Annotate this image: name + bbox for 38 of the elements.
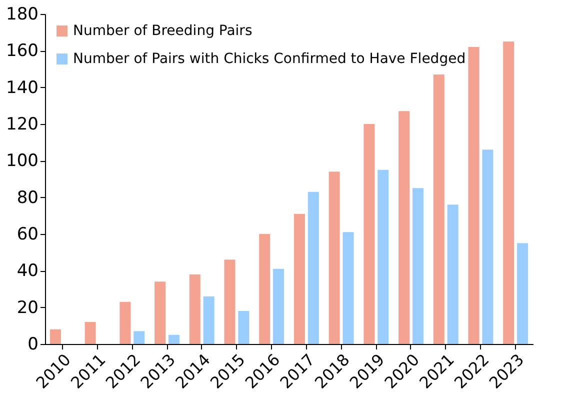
bar	[84, 322, 96, 344]
bar	[154, 282, 166, 344]
legend-label: Number of Pairs with Chicks Confirmed to Have Fledged	[73, 51, 466, 67]
bar	[364, 124, 375, 344]
bar	[203, 296, 214, 344]
y-tick-label: 20	[16, 298, 38, 318]
bar	[168, 334, 180, 344]
y-tick-label: 80	[16, 188, 38, 208]
bar	[189, 274, 200, 344]
bar	[503, 42, 514, 344]
y-tick-label: 180	[6, 4, 38, 24]
bar	[412, 188, 424, 344]
bar	[482, 150, 494, 344]
legend-label: Number of Breeding Pairs	[73, 23, 252, 39]
y-tick-label: 160	[6, 41, 38, 62]
bar	[273, 268, 284, 344]
bar	[468, 47, 480, 344]
bar	[224, 260, 236, 344]
bar	[517, 243, 528, 344]
y-tick-label: 60	[16, 224, 38, 244]
bar	[447, 204, 458, 344]
bar	[342, 232, 354, 344]
bar	[328, 172, 340, 344]
y-tick-label: 40	[16, 261, 38, 282]
bar	[238, 311, 250, 344]
bar	[50, 329, 61, 344]
bar	[134, 331, 145, 344]
y-tick-label: 120	[6, 114, 38, 134]
bar	[433, 74, 444, 344]
y-tick-label: 100	[6, 151, 38, 172]
y-tick-label: 0	[28, 334, 38, 354]
bar	[398, 111, 410, 344]
bar	[294, 214, 305, 344]
bar	[308, 192, 319, 344]
bar	[259, 234, 270, 344]
bar	[378, 170, 389, 344]
bar	[120, 302, 131, 344]
y-tick-label: 140	[6, 78, 38, 98]
